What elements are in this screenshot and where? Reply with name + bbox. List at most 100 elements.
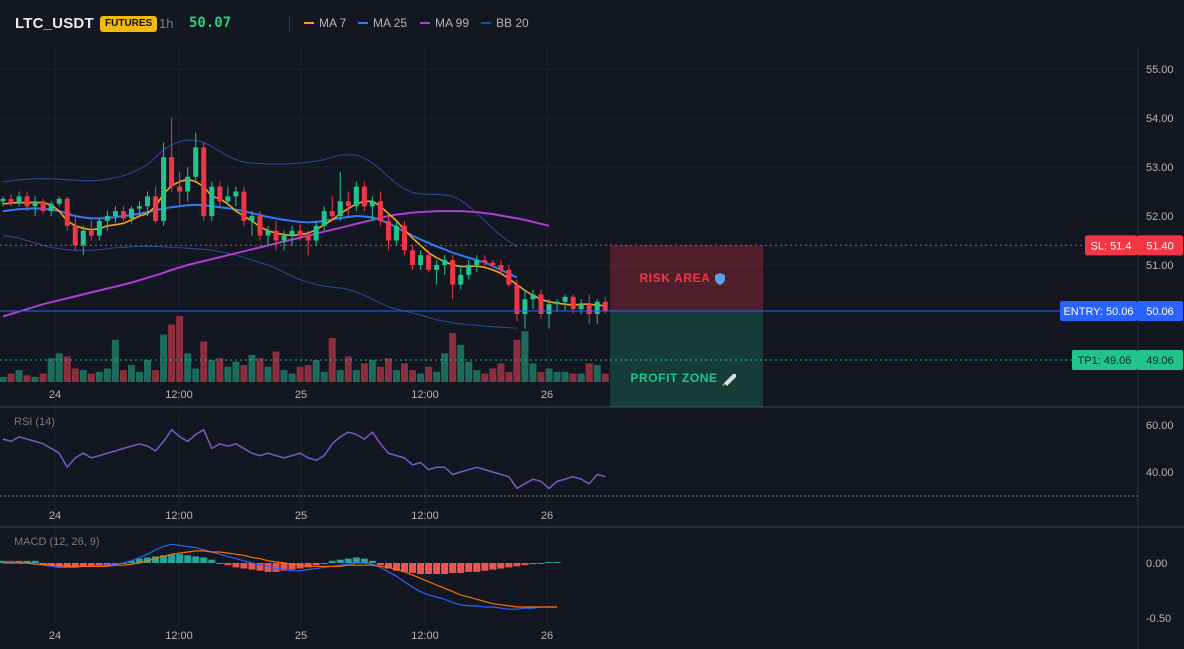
macd-histogram-bar <box>152 556 160 563</box>
volume-bar <box>352 370 360 382</box>
volume-bar <box>384 358 392 382</box>
macd-histogram-bar <box>288 563 296 570</box>
candle-body <box>24 196 30 207</box>
rocket-flame-icon <box>722 383 725 386</box>
candle-body <box>458 274 464 285</box>
bollinger-bands <box>2 139 518 329</box>
tp1-label-box <box>1072 350 1137 371</box>
volume-bar <box>304 365 312 382</box>
candle-body <box>442 260 448 265</box>
volume-bar <box>55 353 63 382</box>
candle-body <box>321 211 327 226</box>
candle-body <box>137 206 143 209</box>
rsi-pane: RSI (14) 60.00 40.00 <box>0 416 1174 497</box>
macd-histogram-bar <box>368 560 376 563</box>
legend-bb20[interactable]: BB 20 <box>481 16 529 30</box>
candle-body <box>0 198 6 202</box>
macd-histogram-bar <box>264 563 272 572</box>
volume-bar <box>272 351 280 382</box>
profit-zone-label: PROFIT ZONE <box>630 371 717 385</box>
legend-ma25[interactable]: MA 25 <box>358 16 407 30</box>
macd-histogram-bar <box>457 563 465 573</box>
volume-bar <box>232 361 240 382</box>
candle-body <box>185 176 191 192</box>
candle-body <box>128 208 134 219</box>
volume-bar <box>15 370 23 382</box>
volume-bar <box>39 373 47 382</box>
candle-body <box>169 157 175 187</box>
candle-body <box>112 211 118 216</box>
candle-body <box>225 196 231 202</box>
volume-bar <box>47 358 55 382</box>
macd-histogram-bar <box>521 563 529 566</box>
candle-body <box>313 225 319 241</box>
volume-bar <box>111 339 119 382</box>
candle-body <box>522 299 528 314</box>
macd-histogram-bar <box>553 561 561 563</box>
macd-histogram-bar <box>336 559 344 563</box>
candle-body <box>201 147 207 216</box>
volume-bar <box>136 371 144 382</box>
volume-bar <box>127 365 135 382</box>
volume-bar <box>224 366 232 382</box>
timeframe-selector[interactable]: 1h <box>159 16 174 31</box>
macd-histogram-bar <box>352 557 360 563</box>
macd-signal-line <box>3 550 558 608</box>
volume-bar <box>593 365 601 382</box>
macd-histogram-bar <box>176 554 184 563</box>
macd-histogram-bar <box>449 563 457 573</box>
time-tick: 12:00 <box>165 389 193 401</box>
macd-histogram-bar <box>39 563 47 564</box>
volume-bar <box>585 363 593 382</box>
candle-body <box>289 230 295 236</box>
macd-histogram-bar <box>441 563 449 574</box>
price-tick: 53.00 <box>1146 162 1174 174</box>
candle-body <box>233 191 239 197</box>
macd-histogram-bar <box>224 563 232 566</box>
macd-tick: -0.50 <box>1146 613 1171 625</box>
volume-bar <box>144 360 152 382</box>
candle-body <box>329 211 335 216</box>
sl-price-tag: 51.40 <box>1146 240 1174 252</box>
entry-price-tag: 50.06 <box>1146 306 1174 318</box>
shield-icon <box>715 273 725 285</box>
candle-body <box>153 196 159 221</box>
macd-histogram-bar <box>433 563 441 574</box>
candle-body <box>40 201 46 212</box>
volume-bar <box>433 371 441 382</box>
candle-body <box>538 294 544 314</box>
candle-body <box>297 230 303 236</box>
macd-histogram-bar <box>248 563 256 570</box>
symbol-name[interactable]: LTC_USDT <box>15 15 94 32</box>
volume-bar <box>31 376 39 382</box>
legend-ma99[interactable]: MA 99 <box>420 16 469 30</box>
candle-body <box>393 225 399 241</box>
candle-body <box>410 250 416 265</box>
risk-area <box>610 245 763 312</box>
candle-body <box>562 296 568 302</box>
macd-histogram-bar <box>256 563 264 571</box>
volume-bar <box>87 373 95 382</box>
legend-ma7[interactable]: MA 7 <box>304 16 346 30</box>
volume-bar <box>449 332 457 382</box>
volume-bar <box>95 371 103 382</box>
macd-tick: 0.00 <box>1146 558 1167 570</box>
volume-bar <box>216 358 224 382</box>
tp1-price-tag: 49.06 <box>1146 355 1174 367</box>
volume-bar <box>152 370 160 382</box>
macd-histogram-bar <box>216 563 224 564</box>
candle-body <box>217 186 223 202</box>
volume-bar <box>441 353 449 382</box>
macd-histogram-bar <box>401 563 408 572</box>
volume-bar <box>368 360 376 382</box>
volume-bar <box>119 370 127 382</box>
time-tick: 12:00 <box>165 510 193 522</box>
time-tick: 24 <box>49 510 61 522</box>
rocket-icon <box>724 374 736 386</box>
entry-label-box <box>1060 301 1137 322</box>
candle-body <box>369 201 375 207</box>
candle-body <box>145 196 151 207</box>
candles <box>0 118 608 329</box>
